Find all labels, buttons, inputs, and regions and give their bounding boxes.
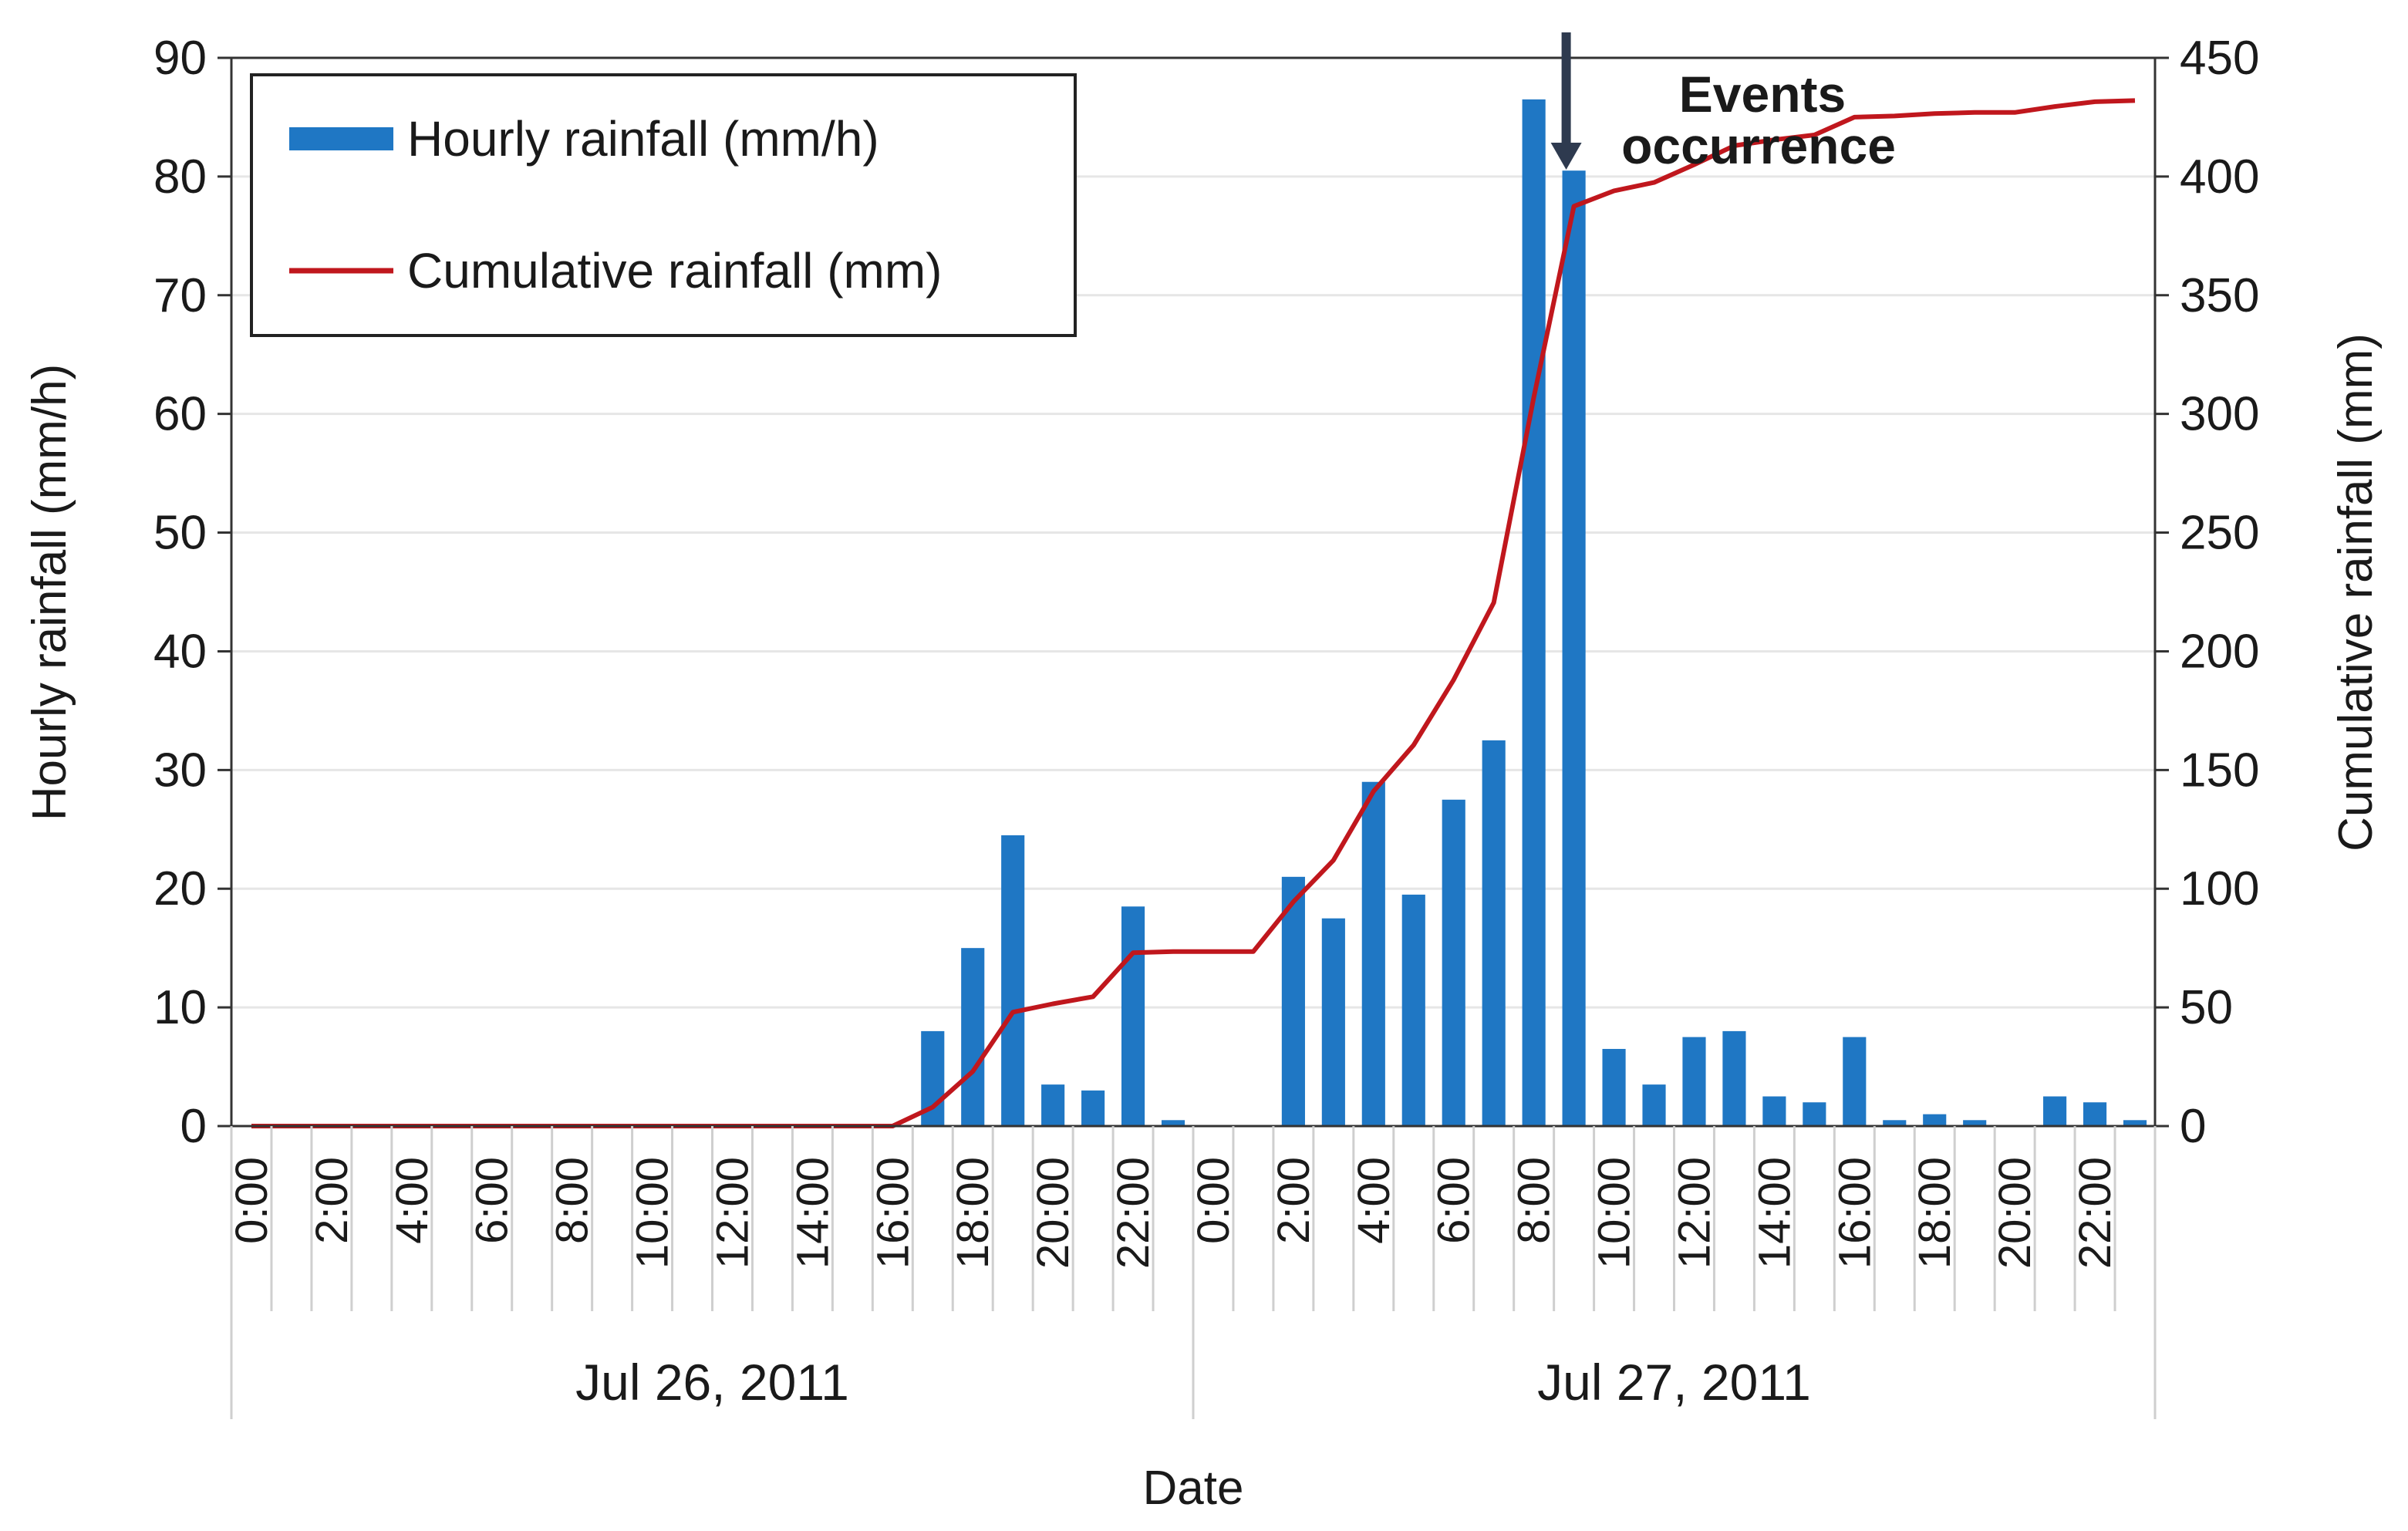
hourly-rainfall-bar bbox=[2043, 1096, 2067, 1126]
hourly-rainfall-bar bbox=[1281, 876, 1305, 1126]
hourly-rainfall-bars bbox=[921, 99, 2147, 1127]
right-y-tick-label: 50 bbox=[2180, 981, 2233, 1034]
annotation-arrow-head bbox=[1550, 143, 1582, 170]
left-y-tick-label: 50 bbox=[153, 507, 207, 560]
hourly-rainfall-bar bbox=[1562, 170, 1586, 1126]
hourly-rainfall-bar bbox=[1923, 1114, 1947, 1126]
date-group-labels: Jul 26, 2011 Jul 27, 2011 bbox=[230, 1311, 2157, 1419]
hourly-rainfall-bar bbox=[1843, 1037, 1867, 1126]
x-tick-label: 8:00 bbox=[1509, 1157, 1560, 1244]
hourly-rainfall-bar bbox=[1642, 1084, 1666, 1126]
x-tick-label: 12:00 bbox=[707, 1157, 757, 1269]
left-y-tick-label: 20 bbox=[153, 862, 207, 916]
x-tick-label: 2:00 bbox=[307, 1157, 357, 1244]
x-tick-label: 10:00 bbox=[628, 1157, 678, 1269]
hourly-rainfall-bar bbox=[1883, 1120, 1907, 1126]
hourly-rainfall-bar bbox=[1041, 1084, 1065, 1126]
left-y-tick-label: 70 bbox=[153, 269, 207, 322]
x-tick-label: 14:00 bbox=[1749, 1157, 1799, 1269]
left-y-ticks: 0 10 20 30 40 50 60 70 80 90 bbox=[153, 32, 231, 1153]
hourly-rainfall-bar bbox=[1121, 906, 1145, 1126]
x-tick-label: 22:00 bbox=[2070, 1157, 2120, 1269]
x-tick-label: 22:00 bbox=[1108, 1157, 1158, 1269]
hourly-rainfall-bar bbox=[1963, 1120, 1987, 1126]
right-y-ticks: 0 50 100 150 200 250 300 350 400 450 bbox=[2155, 32, 2259, 1153]
left-y-tick-label: 80 bbox=[153, 150, 207, 204]
hourly-rainfall-bar bbox=[1361, 781, 1385, 1126]
x-axis-title: Date bbox=[1143, 1462, 1244, 1515]
right-y-tick-label: 300 bbox=[2180, 388, 2259, 441]
right-y-tick-label: 200 bbox=[2180, 625, 2259, 678]
legend-box bbox=[250, 73, 1077, 337]
hourly-rainfall-bar bbox=[1602, 1048, 1626, 1126]
x-tick-label: 20:00 bbox=[1028, 1157, 1078, 1269]
x-tick-label: 14:00 bbox=[787, 1157, 838, 1269]
left-y-tick-label: 40 bbox=[153, 625, 207, 678]
x-tick-label: 0:00 bbox=[1189, 1157, 1239, 1244]
left-y-tick-label: 30 bbox=[153, 744, 207, 797]
hourly-rainfall-bar bbox=[1442, 799, 1465, 1126]
left-y-tick-label: 60 bbox=[153, 388, 207, 441]
left-y-axis-title: Hourly rainfall (mm/h) bbox=[23, 364, 76, 821]
left-y-tick-label: 10 bbox=[153, 981, 207, 1034]
right-y-tick-label: 450 bbox=[2180, 32, 2259, 85]
x-tick-label: 6:00 bbox=[1429, 1157, 1479, 1244]
legend-line-label: Cumulative rainfall (mm) bbox=[407, 243, 942, 298]
x-tick-label: 8:00 bbox=[548, 1157, 598, 1244]
right-y-tick-label: 400 bbox=[2180, 150, 2259, 204]
hourly-rainfall-bar bbox=[961, 948, 985, 1126]
hourly-rainfall-bar bbox=[1722, 1030, 1746, 1126]
hourly-rainfall-bar bbox=[1762, 1096, 1786, 1126]
hourly-rainfall-bar bbox=[1161, 1120, 1185, 1126]
x-tick-label: 4:00 bbox=[1349, 1157, 1399, 1244]
x-tick-label: 4:00 bbox=[387, 1157, 437, 1244]
x-tick-label: 12:00 bbox=[1669, 1157, 1719, 1269]
x-ticks: 0:00 2:00 4:00 6:00 8:00 10:00 12:00 14:00 16:00… bbox=[227, 1126, 2157, 1311]
hourly-rainfall-bar bbox=[1522, 99, 1546, 1127]
x-tick-label: 0:00 bbox=[227, 1157, 277, 1244]
legend: Hourly rainfall (mm/h) Cumulative rainfa… bbox=[250, 73, 1077, 337]
hourly-rainfall-bar bbox=[1081, 1090, 1105, 1126]
right-y-axis-title: Cumulative rainfall (mm) bbox=[2329, 333, 2383, 851]
hourly-rainfall-bar bbox=[2083, 1102, 2107, 1126]
x-tick-label: 16:00 bbox=[868, 1157, 918, 1269]
hourly-rainfall-bar bbox=[1401, 894, 1425, 1126]
right-y-tick-label: 250 bbox=[2180, 507, 2259, 560]
left-y-tick-label: 90 bbox=[153, 32, 207, 85]
hourly-rainfall-bar bbox=[1001, 835, 1025, 1126]
legend-bar-label: Hourly rainfall (mm/h) bbox=[407, 111, 879, 167]
annotation-text-line2: occurrence bbox=[1621, 117, 1896, 174]
hourly-rainfall-bar bbox=[1682, 1037, 1706, 1126]
hourly-rainfall-bar bbox=[1321, 918, 1345, 1126]
x-tick-label: 20:00 bbox=[1990, 1157, 2040, 1269]
date-group-label: Jul 27, 2011 bbox=[1537, 1354, 1811, 1411]
right-y-tick-label: 0 bbox=[2180, 1100, 2206, 1153]
hourly-rainfall-bar bbox=[1803, 1102, 1826, 1126]
annotation-text-line1: Events bbox=[1679, 66, 1846, 123]
x-tick-label: 6:00 bbox=[467, 1157, 518, 1244]
right-y-tick-label: 150 bbox=[2180, 744, 2259, 797]
x-tick-label: 10:00 bbox=[1590, 1157, 1640, 1269]
left-y-tick-label: 0 bbox=[180, 1100, 207, 1153]
events-occurrence-annotation: Events occurrence bbox=[1550, 32, 1896, 174]
right-y-tick-label: 100 bbox=[2180, 862, 2259, 916]
x-tick-label: 2:00 bbox=[1269, 1157, 1319, 1244]
hourly-rainfall-bar bbox=[1482, 740, 1506, 1126]
hourly-rainfall-bar bbox=[2123, 1120, 2147, 1126]
x-tick-label: 18:00 bbox=[948, 1157, 998, 1269]
date-group-label: Jul 26, 2011 bbox=[575, 1354, 849, 1411]
x-tick-label: 18:00 bbox=[1910, 1157, 1960, 1269]
x-tick-label: 16:00 bbox=[1830, 1157, 1880, 1269]
legend-bar-swatch bbox=[289, 127, 393, 150]
right-y-tick-label: 350 bbox=[2180, 269, 2259, 322]
